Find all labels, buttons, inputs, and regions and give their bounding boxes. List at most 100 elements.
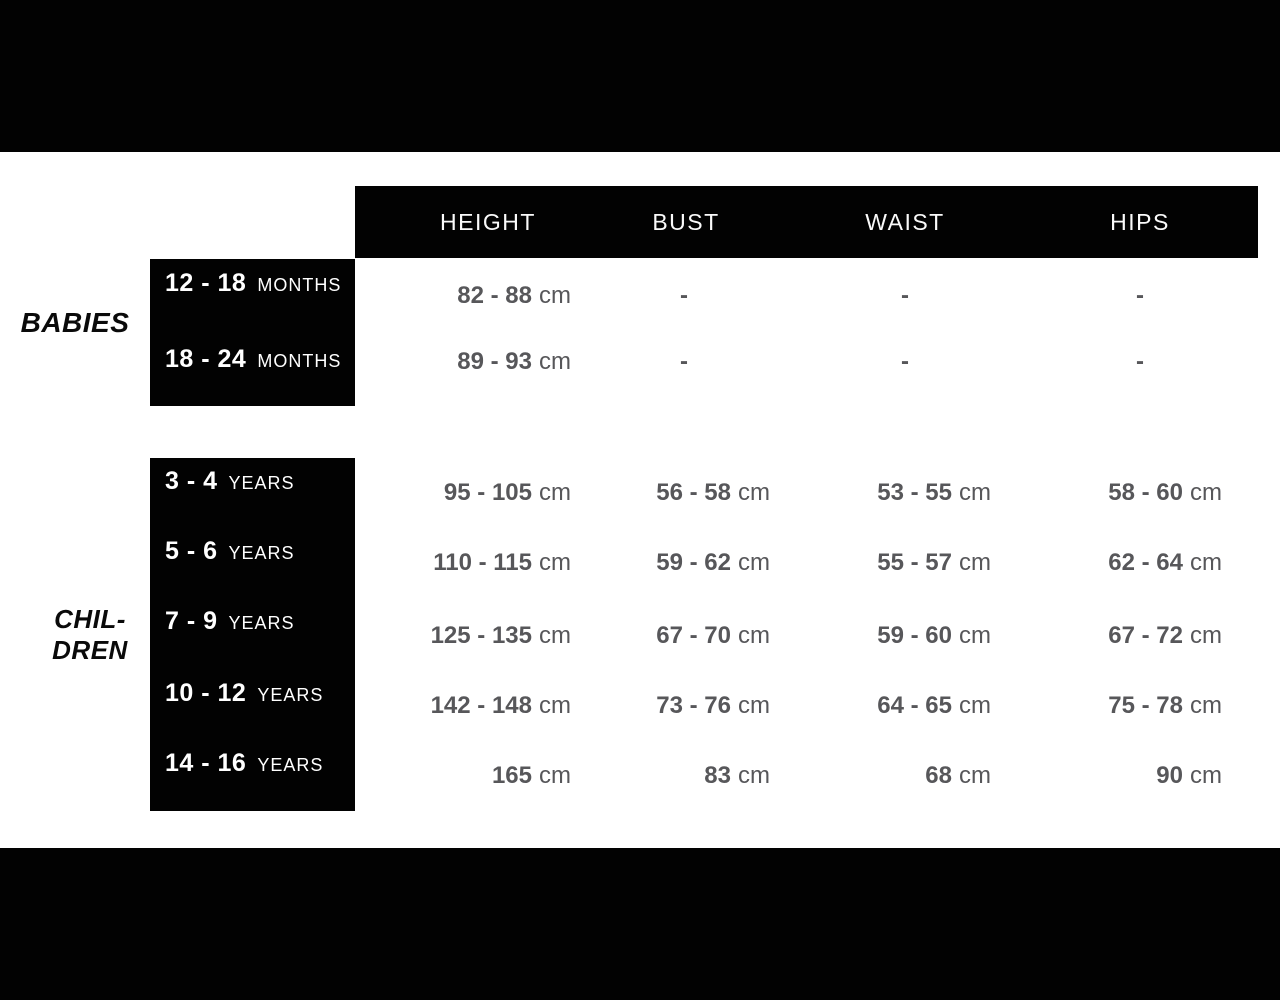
unit: cm bbox=[738, 622, 770, 649]
bust-cell: 67 - 70 cm bbox=[570, 618, 770, 654]
unit: cm bbox=[738, 692, 770, 719]
unit: cm bbox=[959, 549, 991, 576]
value: - bbox=[680, 282, 688, 309]
table-row: 95 - 105 cm 56 - 58 cm 53 - 55 cm 58 - 6… bbox=[0, 475, 1280, 511]
table-header-bar: HEIGHT BUST WAIST HIPS bbox=[355, 186, 1258, 258]
value: - bbox=[680, 348, 688, 375]
value: - bbox=[901, 282, 909, 309]
table-row: 82 - 88 cm - - - bbox=[0, 278, 1280, 314]
bust-cell: 59 - 62 cm bbox=[570, 545, 770, 581]
age-range: 10 - 12 bbox=[165, 679, 247, 707]
value: 62 - 64 bbox=[1108, 549, 1183, 576]
unit: cm bbox=[738, 549, 770, 576]
age-row-label: 5 - 6 YEARS bbox=[165, 537, 351, 566]
table-row: 89 - 93 cm - - - bbox=[0, 344, 1280, 380]
group-label-children: CHIL- DREN bbox=[10, 604, 170, 666]
value: 75 - 78 bbox=[1108, 692, 1183, 719]
age-range: 18 - 24 bbox=[165, 345, 247, 373]
age-unit: MONTHS bbox=[257, 275, 342, 295]
bust-cell: - bbox=[584, 344, 784, 380]
waist-cell: - bbox=[805, 278, 1005, 314]
unit: cm bbox=[1190, 692, 1222, 719]
value: - bbox=[1136, 348, 1144, 375]
value: 59 - 62 bbox=[656, 549, 731, 576]
unit: cm bbox=[959, 692, 991, 719]
value: - bbox=[901, 348, 909, 375]
unit: cm bbox=[738, 762, 770, 789]
age-range: 3 - 4 bbox=[165, 467, 218, 495]
value: 53 - 55 bbox=[877, 479, 952, 506]
age-unit: YEARS bbox=[228, 473, 295, 493]
unit: cm bbox=[539, 622, 571, 649]
bust-cell: 83 cm bbox=[570, 758, 770, 794]
hips-cell: 90 cm bbox=[1022, 758, 1222, 794]
age-unit: YEARS bbox=[228, 613, 295, 633]
waist-cell: - bbox=[805, 344, 1005, 380]
height-cell: 142 - 148 cm bbox=[371, 688, 571, 724]
babies-age-box: 12 - 18 MONTHS 18 - 24 MONTHS bbox=[150, 259, 355, 406]
value: 165 bbox=[491, 762, 532, 789]
value: 82 - 88 bbox=[457, 282, 532, 309]
bust-cell: 73 - 76 cm bbox=[570, 688, 770, 724]
hips-cell: 58 - 60 cm bbox=[1022, 475, 1222, 511]
column-header-hips: HIPS bbox=[1110, 208, 1170, 235]
height-cell: 165 cm bbox=[371, 758, 571, 794]
table-row: 110 - 115 cm 59 - 62 cm 55 - 57 cm 62 - … bbox=[0, 545, 1280, 581]
unit: cm bbox=[1190, 762, 1222, 789]
age-unit: YEARS bbox=[257, 685, 324, 705]
height-cell: 95 - 105 cm bbox=[371, 475, 571, 511]
age-row-label: 12 - 18 MONTHS bbox=[165, 269, 351, 298]
table-row: 125 - 135 cm 67 - 70 cm 59 - 60 cm 67 - … bbox=[0, 618, 1280, 654]
hips-cell: - bbox=[1040, 278, 1240, 314]
column-header-waist: WAIST bbox=[865, 208, 945, 235]
value: 90 bbox=[1156, 762, 1183, 789]
bust-cell: 56 - 58 cm bbox=[570, 475, 770, 511]
value: 125 - 135 bbox=[430, 622, 532, 649]
unit: cm bbox=[959, 622, 991, 649]
age-unit: YEARS bbox=[257, 755, 324, 775]
group-label-text: BABIES bbox=[20, 307, 130, 338]
unit: cm bbox=[539, 479, 571, 506]
unit: cm bbox=[539, 282, 571, 309]
height-cell: 125 - 135 cm bbox=[371, 618, 571, 654]
waist-cell: 55 - 57 cm bbox=[791, 545, 991, 581]
group-label-text: CHIL- bbox=[54, 604, 126, 634]
value: - bbox=[1136, 282, 1144, 309]
age-range: 12 - 18 bbox=[165, 269, 247, 297]
waist-cell: 53 - 55 cm bbox=[791, 475, 991, 511]
value: 89 - 93 bbox=[457, 348, 532, 375]
age-range: 5 - 6 bbox=[165, 537, 218, 565]
unit: cm bbox=[738, 479, 770, 506]
value: 55 - 57 bbox=[877, 549, 952, 576]
age-unit: YEARS bbox=[228, 543, 295, 563]
group-label-text: DREN bbox=[52, 635, 128, 665]
unit: cm bbox=[539, 762, 571, 789]
value: 68 bbox=[925, 762, 952, 789]
unit: cm bbox=[1190, 622, 1222, 649]
children-age-box: 3 - 4 YEARS 5 - 6 YEARS 7 - 9 YEARS 10 -… bbox=[150, 458, 355, 811]
value: 142 - 148 bbox=[430, 692, 532, 719]
height-cell: 89 - 93 cm bbox=[371, 344, 571, 380]
unit: cm bbox=[959, 479, 991, 506]
hips-cell: - bbox=[1040, 344, 1240, 380]
unit: cm bbox=[1190, 549, 1222, 576]
age-row-label: 18 - 24 MONTHS bbox=[165, 345, 351, 374]
table-row: 142 - 148 cm 73 - 76 cm 64 - 65 cm 75 - … bbox=[0, 688, 1280, 724]
value: 67 - 72 bbox=[1108, 622, 1183, 649]
bottom-black-bar bbox=[0, 848, 1280, 1000]
hips-cell: 62 - 64 cm bbox=[1022, 545, 1222, 581]
value: 56 - 58 bbox=[656, 479, 731, 506]
column-header-height: HEIGHT bbox=[440, 208, 536, 235]
table-row: 165 cm 83 cm 68 cm 90 cm bbox=[0, 758, 1280, 794]
waist-cell: 68 cm bbox=[791, 758, 991, 794]
value: 73 - 76 bbox=[656, 692, 731, 719]
waist-cell: 59 - 60 cm bbox=[791, 618, 991, 654]
value: 110 - 115 bbox=[433, 549, 532, 576]
waist-cell: 64 - 65 cm bbox=[791, 688, 991, 724]
value: 67 - 70 bbox=[656, 622, 731, 649]
height-cell: 82 - 88 cm bbox=[371, 278, 571, 314]
height-cell: 110 - 115 cm bbox=[371, 545, 571, 581]
age-range: 14 - 16 bbox=[165, 749, 247, 777]
age-row-label: 3 - 4 YEARS bbox=[165, 467, 351, 496]
